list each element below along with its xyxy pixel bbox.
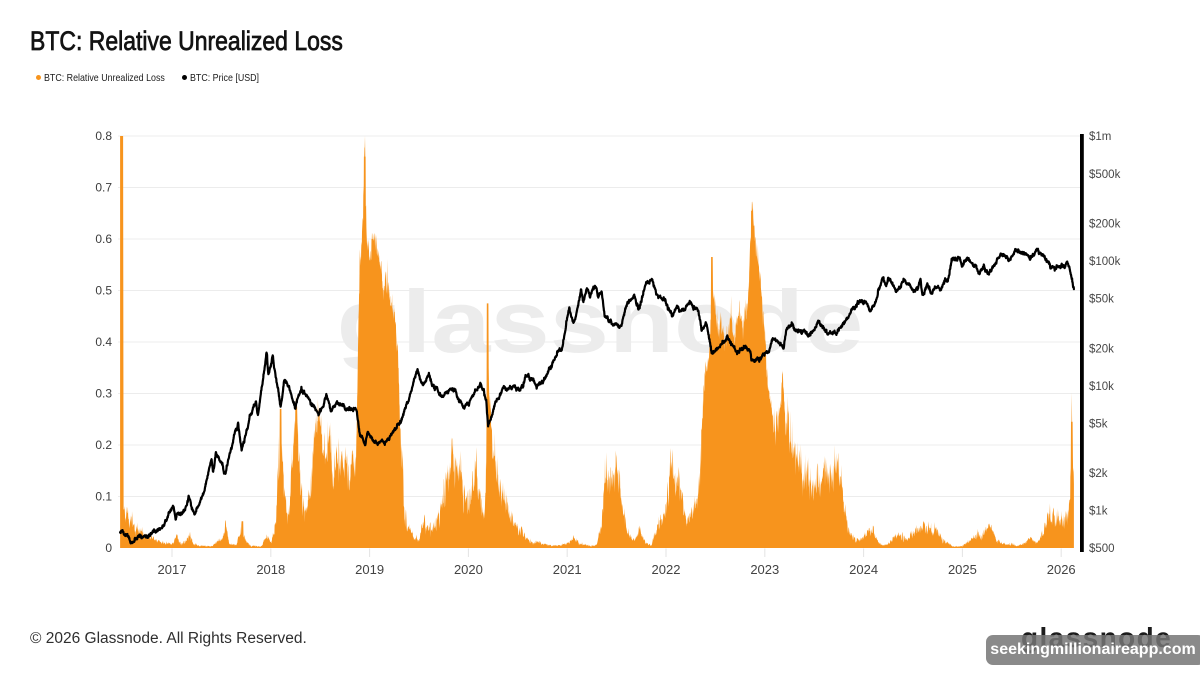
svg-text:2022: 2022 <box>652 562 681 577</box>
svg-text:2020: 2020 <box>454 562 483 577</box>
svg-text:$10k: $10k <box>1089 381 1114 393</box>
svg-text:$1m: $1m <box>1089 131 1111 143</box>
svg-text:$500k: $500k <box>1089 169 1121 181</box>
svg-text:0.2: 0.2 <box>95 438 112 452</box>
svg-text:2018: 2018 <box>256 562 285 577</box>
svg-text:2019: 2019 <box>355 562 384 577</box>
svg-text:$200k: $200k <box>1089 219 1121 231</box>
svg-text:$20k: $20k <box>1089 343 1114 355</box>
svg-text:2025: 2025 <box>948 562 977 577</box>
svg-text:0.6: 0.6 <box>95 232 112 246</box>
svg-text:$100k: $100k <box>1089 256 1121 268</box>
svg-text:$2k: $2k <box>1089 468 1108 480</box>
svg-text:$500: $500 <box>1089 543 1115 555</box>
svg-text:0.5: 0.5 <box>95 284 112 298</box>
svg-text:$50k: $50k <box>1089 294 1114 306</box>
svg-text:0.3: 0.3 <box>95 387 112 401</box>
svg-text:$5k: $5k <box>1089 418 1108 430</box>
svg-text:2024: 2024 <box>849 562 878 577</box>
svg-text:0: 0 <box>105 541 112 555</box>
svg-text:0.4: 0.4 <box>95 335 112 349</box>
svg-text:0.8: 0.8 <box>95 129 112 143</box>
svg-text:2026: 2026 <box>1047 562 1076 577</box>
svg-text:2017: 2017 <box>158 562 187 577</box>
svg-text:$1k: $1k <box>1089 506 1108 518</box>
svg-text:2023: 2023 <box>750 562 779 577</box>
svg-text:2021: 2021 <box>553 562 582 577</box>
svg-text:0.1: 0.1 <box>95 490 112 504</box>
svg-text:0.7: 0.7 <box>95 181 112 195</box>
